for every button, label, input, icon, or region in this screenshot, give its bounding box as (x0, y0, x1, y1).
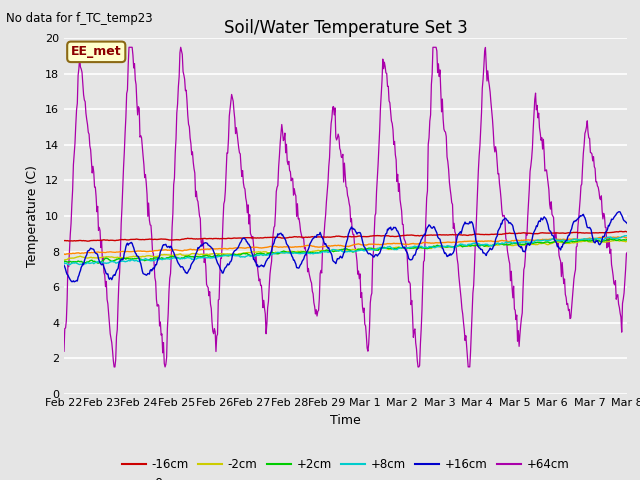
Text: EE_met: EE_met (71, 45, 122, 59)
Title: Soil/Water Temperature Set 3: Soil/Water Temperature Set 3 (224, 19, 467, 37)
Y-axis label: Temperature (C): Temperature (C) (26, 165, 40, 267)
X-axis label: Time: Time (330, 414, 361, 427)
Legend: -16cm, -8cm, -2cm, +2cm, +8cm, +16cm, +64cm: -16cm, -8cm, -2cm, +2cm, +8cm, +16cm, +6… (117, 453, 574, 480)
Text: No data for f_TC_temp23: No data for f_TC_temp23 (6, 12, 153, 25)
